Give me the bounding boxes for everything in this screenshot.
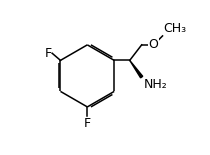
Polygon shape [130,60,143,78]
Text: F: F [44,47,51,60]
Text: CH₃: CH₃ [164,22,187,35]
Text: F: F [84,117,91,130]
Text: NH₂: NH₂ [143,78,167,91]
Text: O: O [149,38,159,51]
